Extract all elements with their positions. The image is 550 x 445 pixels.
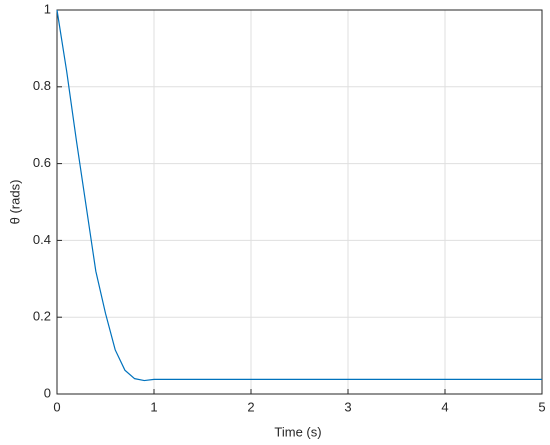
y-tick-label: 0.4 [33,232,51,247]
x-tick-label: 5 [538,399,545,414]
y-tick-label: 0.8 [33,78,51,93]
y-tick-label: 0.2 [33,309,51,324]
x-tick-label: 3 [344,399,351,414]
x-tick-label: 4 [441,399,448,414]
y-tick-label: 1 [44,1,51,16]
x-axis-label: Time (s) [274,424,321,439]
y-tick-label: 0 [44,385,51,400]
x-tick-label: 1 [150,399,157,414]
axes-box [56,9,543,395]
y-axis-label: θ (rads) [7,180,22,225]
x-tick-label: 2 [247,399,254,414]
y-tick-label: 0.6 [33,155,51,170]
data-line [56,9,542,382]
x-tick-label: 0 [53,399,60,414]
